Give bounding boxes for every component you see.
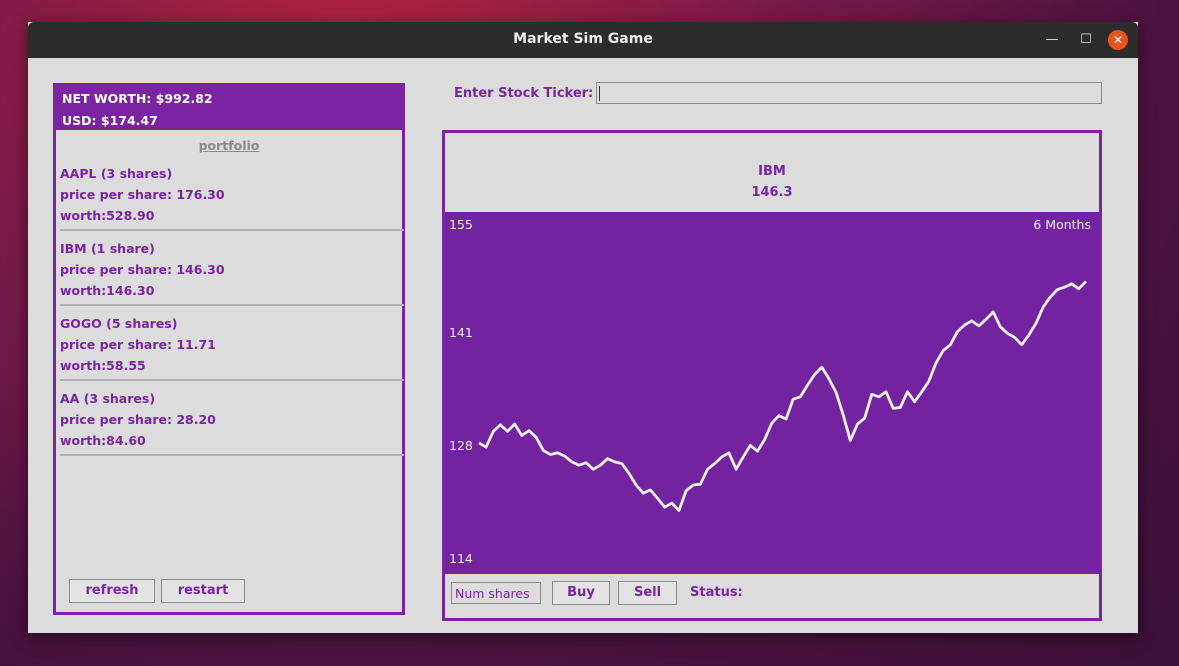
y-tick-label: 155 xyxy=(449,217,473,232)
holding-title: AA (3 shares) xyxy=(60,391,156,406)
portfolio-panel: NET WORTH: $992.82 USD: $174.47 portfoli… xyxy=(53,83,405,615)
divider xyxy=(60,454,404,456)
num-shares-input[interactable] xyxy=(451,582,541,604)
restart-button[interactable]: restart xyxy=(161,579,245,603)
y-tick-label: 141 xyxy=(449,325,473,340)
y-tick-label: 114 xyxy=(449,551,473,566)
y-tick-label: 128 xyxy=(449,438,473,453)
net-worth-text: NET WORTH: $992.82 xyxy=(62,91,213,106)
chart-svg: 155 141 128 114 6 Months xyxy=(449,217,1091,566)
price-series-line xyxy=(478,280,1088,512)
range-label: 6 Months xyxy=(1033,217,1091,232)
holding-title: GOGO (5 shares) xyxy=(60,316,178,331)
holding-item: IBM (1 share) price per share: 146.30 wo… xyxy=(60,238,404,306)
holding-worth: worth:146.30 xyxy=(60,283,155,298)
holding-worth: worth:58.55 xyxy=(60,358,146,373)
stock-price: 146.3 xyxy=(751,185,793,200)
trade-bar: Buy Sell Status: xyxy=(445,574,1099,618)
holding-title: IBM (1 share) xyxy=(60,241,155,256)
account-header: NET WORTH: $992.82 USD: $174.47 xyxy=(56,86,402,130)
price-chart: 155 141 128 114 6 Months xyxy=(445,212,1099,574)
ticker-input[interactable] xyxy=(596,82,1102,104)
title-bar[interactable]: Market Sim Game — ☐ ✕ xyxy=(28,22,1138,58)
divider xyxy=(60,304,404,306)
app-window: Market Sim Game — ☐ ✕ NET WORTH: $992.82… xyxy=(28,22,1138,633)
stock-symbol: IBM xyxy=(758,164,786,179)
holding-price: price per share: 28.20 xyxy=(60,412,216,427)
chart-header: IBM 146.3 xyxy=(445,133,1099,212)
divider xyxy=(60,379,404,381)
holding-worth: worth:528.90 xyxy=(60,208,155,223)
ticker-label: Enter Stock Ticker: xyxy=(454,86,594,101)
holding-item: GOGO (5 shares) price per share: 11.71 w… xyxy=(60,313,404,381)
holding-price: price per share: 176.30 xyxy=(60,187,225,202)
portfolio-title: portfolio xyxy=(198,138,260,153)
minimize-icon[interactable]: — xyxy=(1045,32,1059,47)
status-label: Status: xyxy=(690,585,743,600)
sell-button[interactable]: Sell xyxy=(618,581,677,605)
window-title: Market Sim Game xyxy=(513,31,653,47)
holding-price: price per share: 11.71 xyxy=(60,337,216,352)
buy-button[interactable]: Buy xyxy=(552,581,610,605)
refresh-button[interactable]: refresh xyxy=(69,579,155,603)
holding-worth: worth:84.60 xyxy=(60,433,146,448)
maximize-icon[interactable]: ☐ xyxy=(1080,32,1092,47)
close-icon[interactable]: ✕ xyxy=(1108,30,1128,50)
text-cursor xyxy=(599,86,600,101)
chart-panel: IBM 146.3 155 141 128 114 6 Months Buy S… xyxy=(442,130,1102,621)
divider xyxy=(60,229,404,231)
usd-balance-text: USD: $174.47 xyxy=(62,113,158,128)
holding-item: AAPL (3 shares) price per share: 176.30 … xyxy=(60,163,404,231)
holding-item: AA (3 shares) price per share: 28.20 wor… xyxy=(60,388,404,456)
holding-title: AAPL (3 shares) xyxy=(60,166,173,181)
holding-price: price per share: 146.30 xyxy=(60,262,225,277)
